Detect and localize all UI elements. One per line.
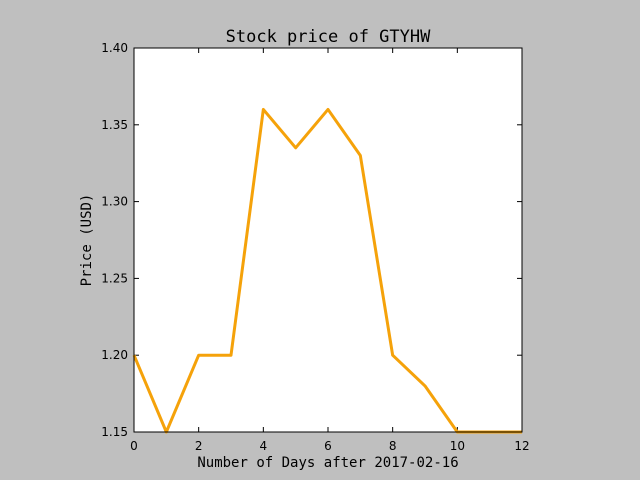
chart-title: Stock price of GTYHW <box>226 27 431 47</box>
tick-labels: 0 2 4 6 8 10 12 1.15 1.20 1.25 1.30 1.35 1.40 <box>101 41 529 453</box>
y-tick-label: 1.30 <box>101 195 128 209</box>
x-axis-label: Number of Days after 2017-02-16 <box>197 455 458 471</box>
y-tick-label: 1.35 <box>101 118 128 132</box>
y-tick-label: 1.20 <box>101 348 128 362</box>
x-tick-label: 4 <box>260 439 268 453</box>
x-tick-label: 6 <box>324 439 332 453</box>
y-axis-label: Price (USD) <box>79 194 95 287</box>
x-tick-label: 12 <box>514 439 529 453</box>
x-tick-label: 0 <box>130 439 138 453</box>
x-tick-label: 10 <box>450 439 465 453</box>
y-tick-label: 1.15 <box>101 425 128 439</box>
x-tick-label: 8 <box>389 439 397 453</box>
y-tick-label: 1.40 <box>101 41 128 55</box>
y-tick-label: 1.25 <box>101 271 128 285</box>
x-tick-label: 2 <box>195 439 203 453</box>
plot-frame <box>133 47 523 433</box>
